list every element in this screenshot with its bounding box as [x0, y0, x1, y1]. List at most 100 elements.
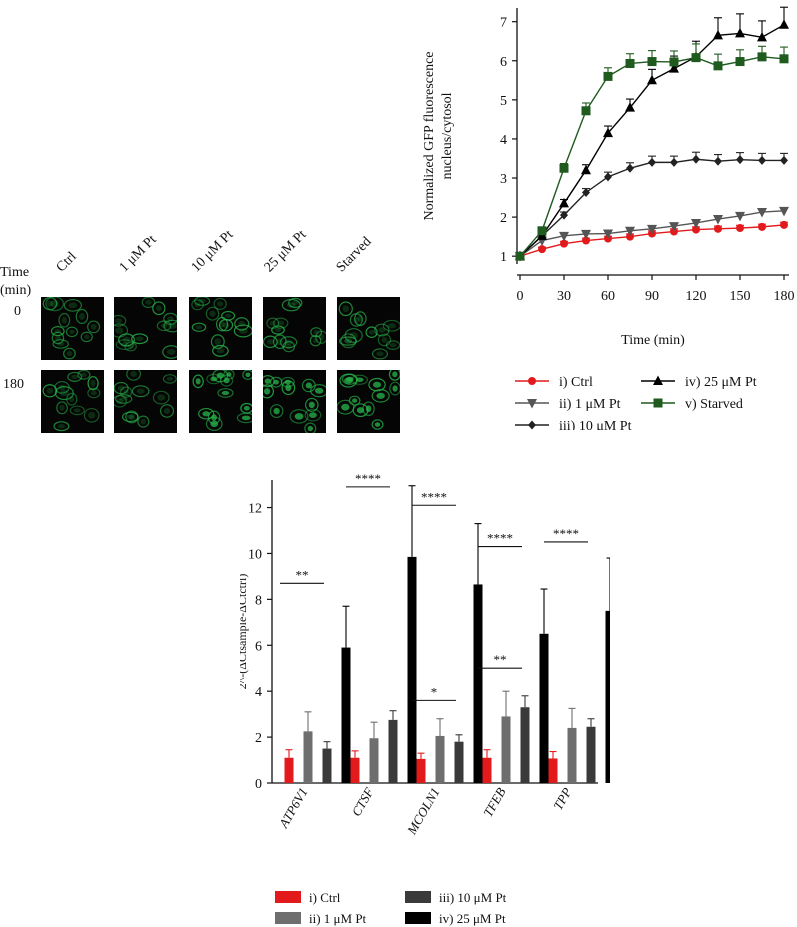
- y-tick-label: 8: [255, 593, 262, 608]
- data-point: [779, 206, 789, 217]
- micrograph-Ctrl-0: [41, 297, 104, 360]
- bar: [539, 633, 549, 783]
- category-label: MCOLN1: [403, 785, 442, 838]
- category-label: TFEB: [480, 785, 509, 819]
- significance-label: ****: [355, 471, 381, 486]
- data-point: [560, 239, 568, 248]
- data-point: [669, 63, 679, 73]
- bar: [501, 716, 511, 783]
- bar: [435, 735, 445, 783]
- bar: [520, 707, 530, 783]
- data-point: [625, 58, 635, 68]
- y-tick-label: 6: [500, 55, 507, 70]
- data-point: [581, 164, 591, 175]
- x-axis-label: Time (min): [621, 333, 685, 348]
- x-tick-label: 90: [645, 289, 659, 304]
- data-point: [691, 53, 701, 63]
- legend-marker: [528, 420, 536, 430]
- data-point: [779, 19, 789, 29]
- x-tick-label: 120: [686, 289, 707, 304]
- y-tick-label: 2: [255, 731, 262, 746]
- significance-label: ****: [421, 489, 447, 504]
- data-point: [758, 222, 766, 231]
- micrograph-1-μM-Pt-0: [114, 297, 177, 360]
- data-point: [713, 215, 723, 225]
- data-point: [626, 232, 634, 241]
- significance-label: ****: [553, 526, 579, 541]
- legend-swatch: [275, 912, 301, 924]
- significance-label: *: [431, 684, 438, 699]
- data-point: [713, 61, 723, 71]
- bar-chart: 0 2 4 6 8 10 12 2^-(ΔCtsample-ΔCtctrl) ATP6V1 CTS…: [240, 471, 610, 926]
- legend-label: iv) 25 μM Pt: [439, 911, 506, 926]
- y-tick-label: 5: [500, 94, 507, 109]
- bar: [548, 758, 558, 783]
- legend-label: iii) 10 μM Pt: [559, 419, 632, 430]
- data-point: [559, 197, 569, 208]
- data-point: [779, 54, 789, 64]
- data-point: [648, 157, 656, 167]
- y-tick-label: 3: [500, 172, 507, 187]
- data-point: [603, 229, 613, 240]
- x-tick-label: 60: [601, 289, 615, 304]
- row-label-0: 0: [14, 304, 21, 319]
- y-tick-label: 12: [248, 502, 262, 517]
- legend-swatch: [405, 891, 431, 903]
- data-point: [581, 106, 591, 116]
- microscopy-panel: Time (min) Ctrl 1 μM Pt 10 μM Pt 25 μM P…: [0, 227, 410, 440]
- data-point: [714, 156, 722, 166]
- data-point: [757, 31, 767, 42]
- bar: [482, 757, 492, 783]
- line-chart: 1 2 3 4 5 6 7 0 30 60 90 120 150 180 Time (min) Normali…: [422, 6, 795, 430]
- data-point: [603, 127, 613, 138]
- data-point: [538, 245, 546, 254]
- data-point: [757, 52, 767, 62]
- series-line: [519, 158, 784, 257]
- y-tick-label: 7: [500, 16, 507, 31]
- data-point: [670, 157, 678, 167]
- legend-swatch: [275, 891, 301, 903]
- data-point: [714, 224, 722, 233]
- legend-marker: [527, 399, 537, 409]
- data-point: [604, 172, 612, 182]
- micrograph-Starved-0: [337, 297, 400, 360]
- data-point: [560, 210, 568, 220]
- significance-label: ****: [487, 531, 513, 546]
- data-point: [780, 220, 788, 229]
- data-point: [515, 251, 525, 261]
- data-point: [780, 155, 788, 165]
- micrograph-Starved-180: [337, 370, 400, 433]
- micrograph-25-μM-Pt-180: [263, 370, 326, 433]
- y-tick-label: 4: [255, 685, 262, 700]
- data-point: [625, 102, 635, 112]
- micrograph-25-μM-Pt-0: [263, 297, 326, 360]
- data-point: [626, 163, 634, 173]
- x-tick-label: 150: [730, 289, 751, 304]
- data-point: [625, 226, 635, 237]
- data-point: [559, 163, 569, 173]
- legend-label: i) Ctrl: [309, 890, 341, 905]
- y-axis-label-line: Normalized GFP fluorescence: [422, 52, 437, 221]
- micrograph-1-μM-Pt-180: [114, 370, 177, 433]
- significance-label: **: [494, 652, 507, 667]
- y-tick-label: 10: [248, 547, 262, 562]
- data-point: [669, 222, 679, 232]
- category-label: TPP: [550, 785, 575, 813]
- data-point: [647, 57, 657, 67]
- legend-swatch: [405, 912, 431, 924]
- data-point: [736, 224, 744, 233]
- data-point: [669, 57, 679, 67]
- micrograph-10-μM-Pt-0: [189, 297, 252, 360]
- legend-label: v) Starved: [685, 397, 743, 412]
- data-point: [582, 236, 590, 245]
- bar: [303, 731, 313, 783]
- y-tick-label: 4: [500, 133, 507, 148]
- x-tick-label: 180: [774, 289, 795, 304]
- row-label-180: 180: [3, 377, 24, 392]
- column-label-25uM: 25 μM Pt: [261, 227, 310, 276]
- data-point: [713, 29, 723, 40]
- bar: [341, 647, 351, 783]
- data-point: [559, 231, 569, 242]
- category-label: CTSF: [348, 784, 377, 819]
- bar: [605, 610, 610, 783]
